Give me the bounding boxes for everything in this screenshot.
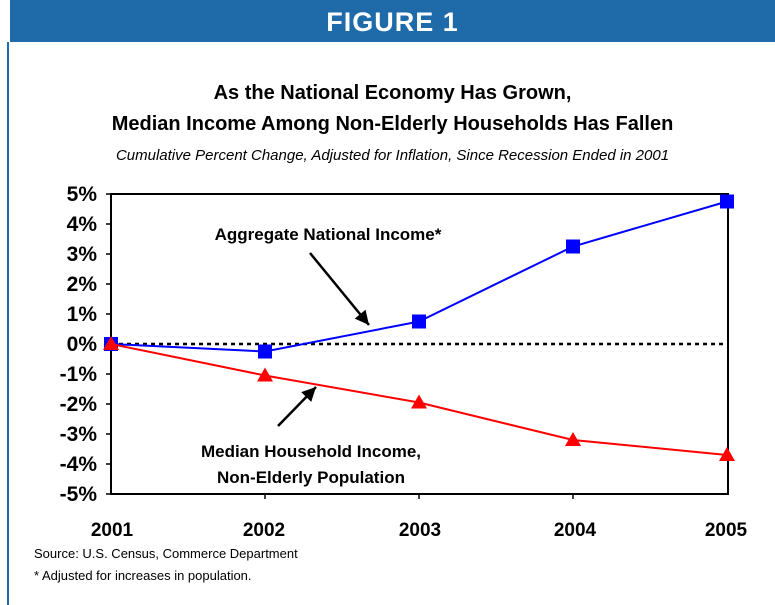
arrowhead: [354, 309, 369, 325]
arrow-shaft: [309, 252, 370, 326]
y-tick-label: 2%: [67, 273, 98, 296]
y-tick-label: -5%: [60, 483, 98, 506]
data-point-triangle: [257, 367, 273, 382]
annotations: Aggregate National Income* Median Househo…: [201, 225, 442, 487]
data-point-triangle: [565, 432, 581, 446]
y-tick-label: -1%: [60, 363, 98, 386]
data-point-square: [258, 344, 272, 359]
series-median-household-income: [103, 336, 735, 461]
x-tick-label: 2002: [243, 520, 285, 541]
data-point-square: [566, 239, 580, 254]
chart-title: As the National Economy Has Grown,: [213, 82, 572, 104]
chart-subtitle: Cumulative Percent Change, Adjusted for …: [115, 147, 670, 164]
data-point-triangle: [103, 336, 119, 350]
y-tick-label: 4%: [67, 213, 98, 236]
series-line: [110, 200, 728, 353]
series-aggregate-national-income: [104, 194, 734, 359]
series-layer: [103, 194, 735, 461]
y-tick-label: 5%: [67, 183, 98, 206]
data-point-triangle: [411, 394, 427, 409]
arrowhead: [301, 387, 316, 402]
aggregate-series-label: Aggregate National Income*: [215, 225, 442, 244]
y-tick-label: -2%: [60, 393, 98, 416]
left-border-rule: [7, 42, 9, 605]
chart-title-line2: Median Income Among Non-Elderly Househol…: [111, 113, 674, 135]
y-tick-label: 0%: [67, 333, 98, 356]
median-series-label: Median Household Income,: [201, 442, 421, 461]
y-tick-label: 1%: [67, 303, 98, 326]
data-point-triangle: [719, 447, 735, 461]
y-axis-ticks: 5% 4% 3% 2% 1% 0% -1% -2% -3% -4% -5%: [60, 183, 111, 506]
x-tick-label: 2004: [554, 520, 597, 541]
x-tick-label: 2005: [705, 520, 748, 541]
y-tick-label: -3%: [60, 423, 98, 446]
data-point-square: [412, 314, 426, 329]
aggregate-arrow: [309, 252, 370, 326]
y-tick-label: -4%: [60, 453, 98, 476]
x-axis-ticks: 2001 2002 2003 2004 2005: [91, 494, 748, 541]
figure-banner: FIGURE 1: [10, 0, 775, 42]
footnote: * Adjusted for increases in population.: [34, 568, 252, 583]
x-tick-label: 2003: [399, 520, 441, 541]
x-tick-label: 2001: [91, 520, 134, 541]
median-arrow: [277, 386, 317, 427]
source-note: Source: U.S. Census, Commerce Department: [34, 546, 298, 561]
data-point-square: [720, 194, 734, 209]
y-tick-label: 3%: [67, 243, 98, 266]
median-series-label-line2: Non-Elderly Population: [217, 468, 405, 487]
